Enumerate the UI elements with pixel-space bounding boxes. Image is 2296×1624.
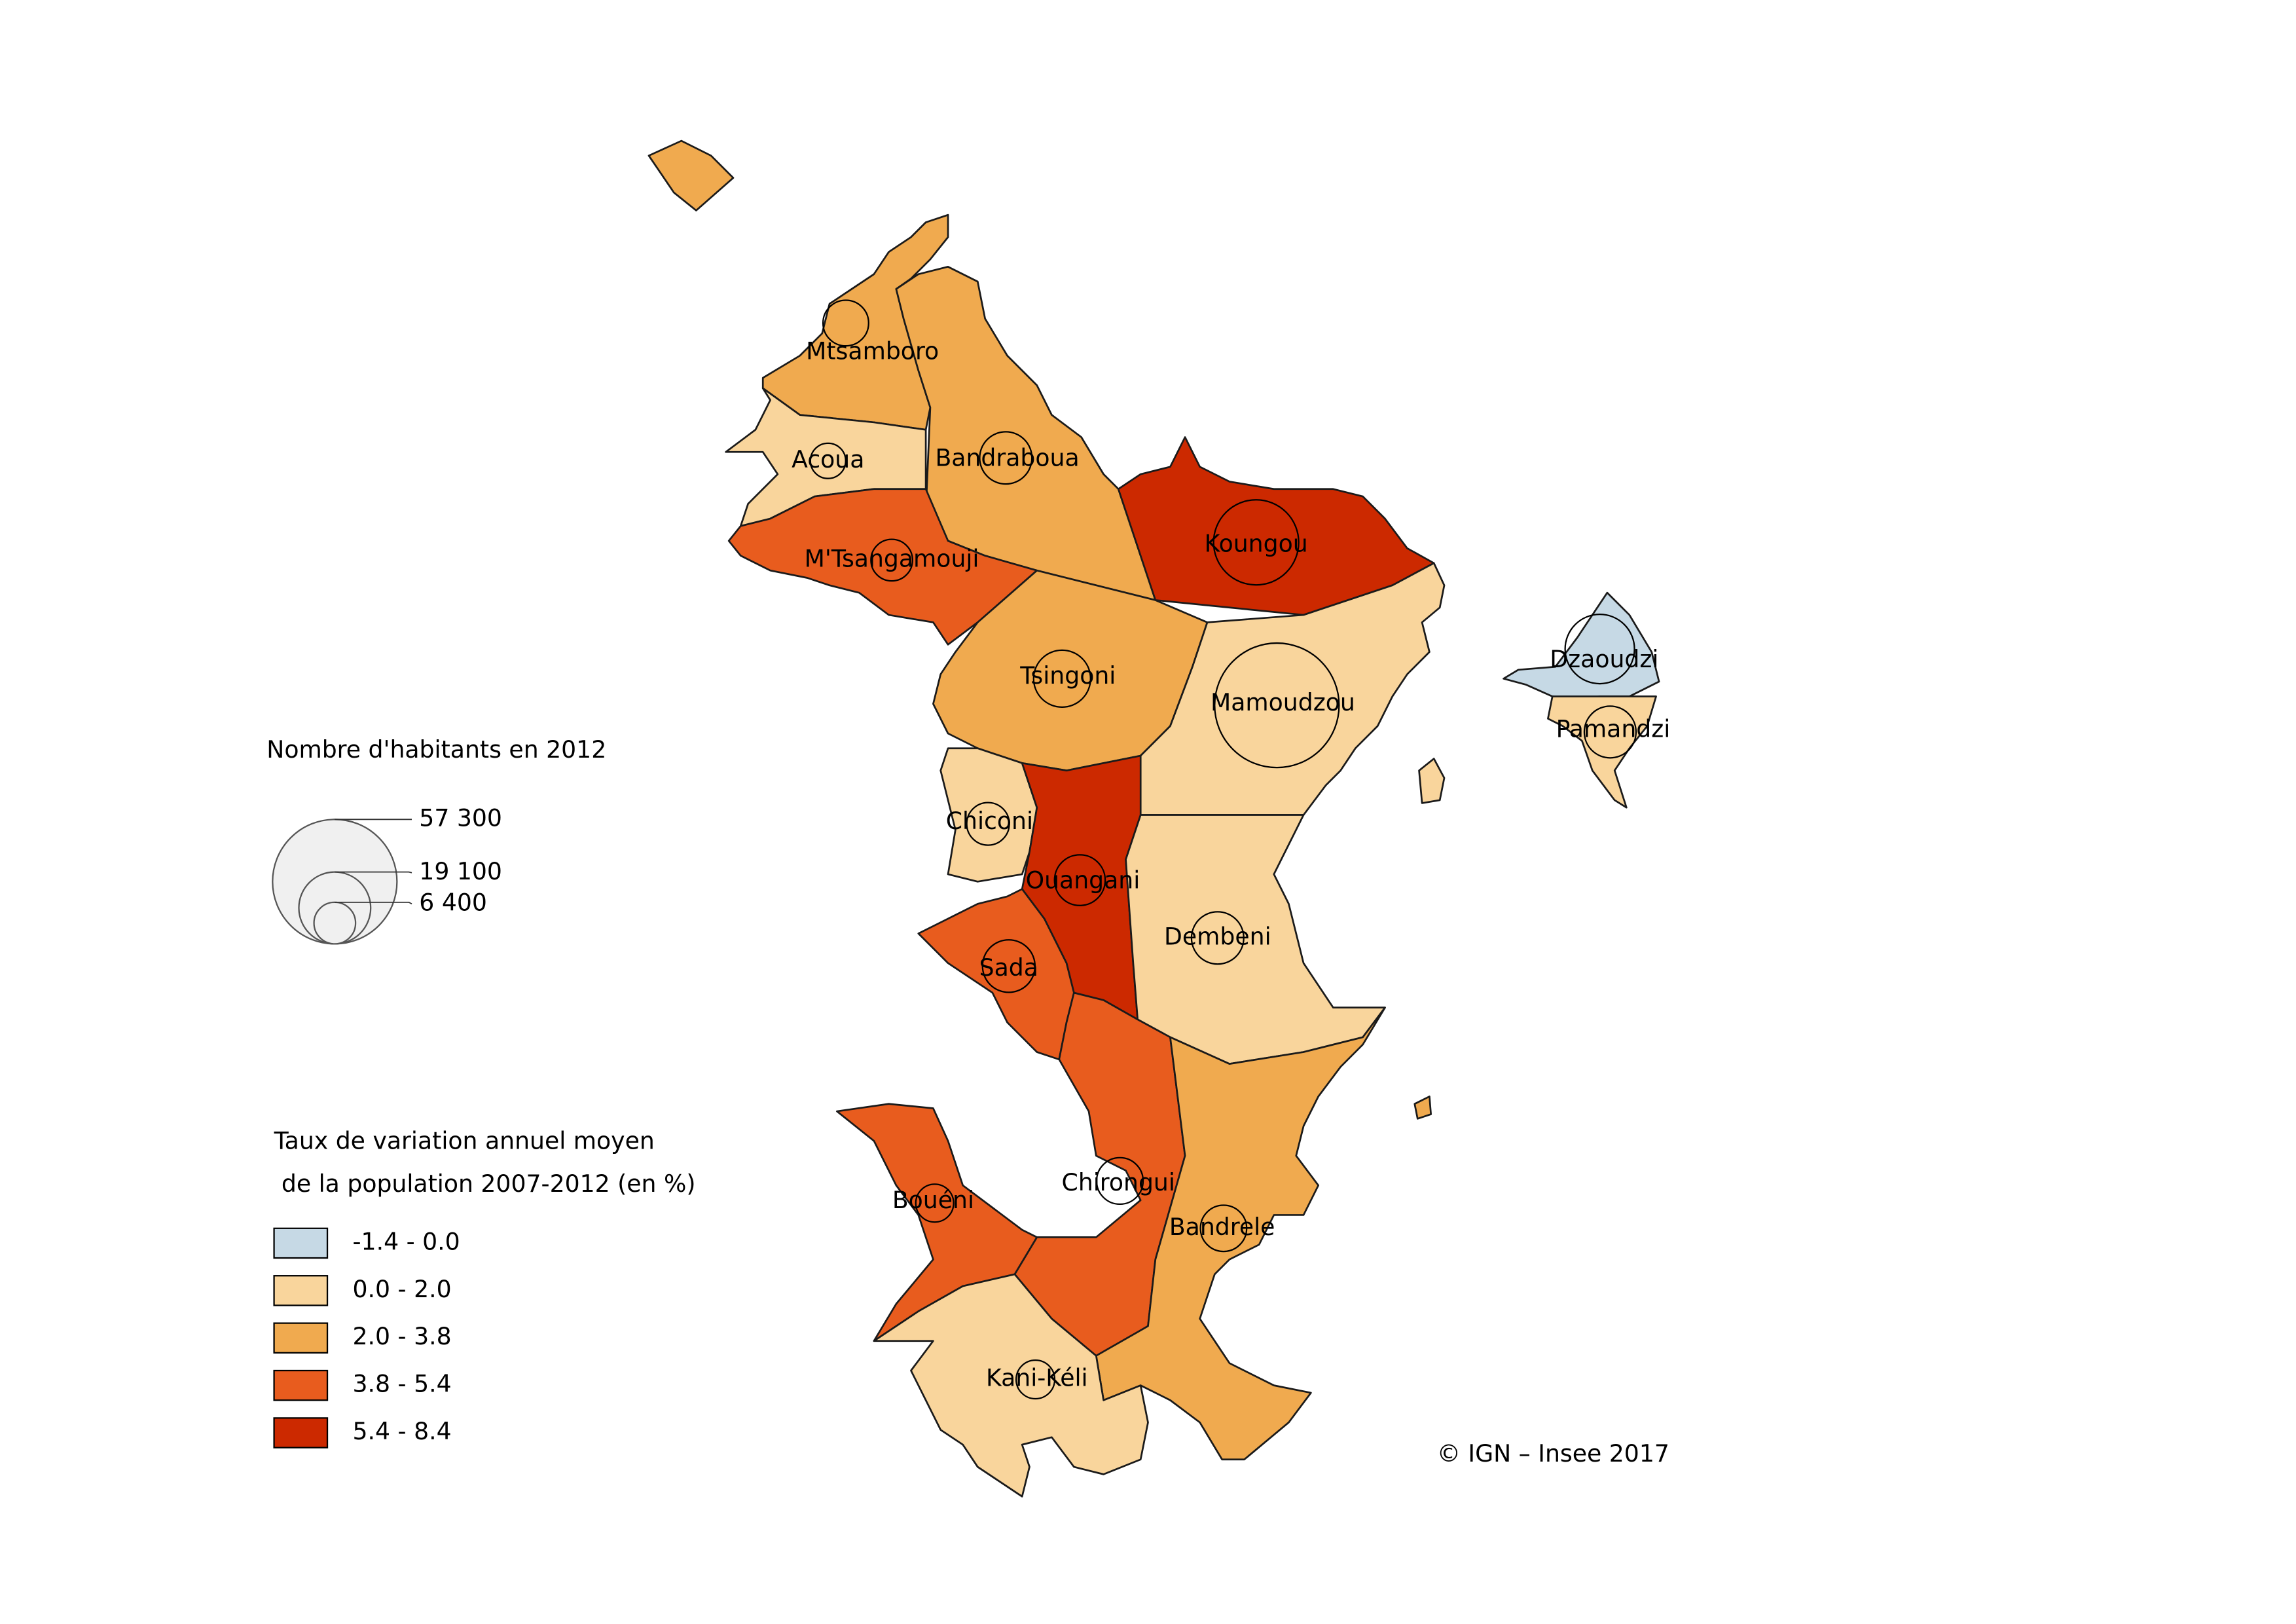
size-legend-label: 6 400	[419, 888, 487, 916]
population-circle	[1095, 1156, 1144, 1206]
commune-label: Tsingoni	[1019, 661, 1116, 690]
commune	[1547, 695, 1657, 809]
islet	[647, 139, 735, 212]
legend-swatch	[273, 1322, 329, 1354]
commune-label: Kani-Kéli	[986, 1364, 1088, 1392]
population-circle	[1199, 1204, 1248, 1253]
legend-label: 5.4 - 8.4	[352, 1417, 451, 1445]
population-circle	[1212, 499, 1300, 586]
commune-label: Koungou	[1205, 530, 1308, 558]
legend-swatch	[273, 1227, 329, 1259]
commune-label: Ouangani	[1026, 866, 1140, 894]
legend-label: 3.8 - 5.4	[352, 1370, 451, 1398]
size-legend-leader	[335, 901, 412, 905]
commune-label: Dembeni	[1164, 922, 1271, 950]
commune	[1117, 436, 1435, 616]
commune	[727, 488, 1038, 646]
commune-label: Mamoudzou	[1211, 688, 1355, 716]
commune-label: Chirongui	[1062, 1168, 1175, 1196]
islet	[1413, 1096, 1432, 1120]
size-legend-label: 19 100	[419, 857, 502, 885]
commune-label: Sada	[979, 953, 1038, 982]
population-circle	[1053, 854, 1106, 906]
legend-swatch	[273, 1275, 329, 1306]
commune-label: M'Tsangamouji	[805, 544, 979, 572]
commune-label: Dzaoudzi	[1550, 645, 1658, 673]
commune-label: Mtsamboro	[806, 337, 939, 365]
commune-label: Bandraboua	[935, 444, 1079, 472]
size-legend-circle	[313, 901, 357, 945]
color-legend-title: Taux de variation annuel moyen	[274, 1127, 655, 1155]
islet	[1418, 758, 1446, 804]
population-circle	[1190, 911, 1245, 965]
legend-label: -1.4 - 0.0	[352, 1227, 460, 1255]
commune	[939, 747, 1038, 883]
population-circle	[979, 431, 1033, 485]
legend-label: 2.0 - 3.8	[352, 1322, 451, 1350]
population-circle	[1583, 705, 1637, 759]
commune-label: Bandrele	[1169, 1213, 1275, 1241]
source: © IGN – Insee 2017	[1437, 1439, 1669, 1467]
commune	[873, 1273, 1149, 1498]
population-circle	[1032, 649, 1091, 708]
color-legend-title: de la population 2007-2012 (en %)	[282, 1170, 696, 1198]
population-circle	[1015, 1359, 1056, 1400]
commune-label: Bouéni	[892, 1186, 974, 1214]
population-circle	[966, 802, 1010, 846]
legend-label: 0.0 - 2.0	[352, 1275, 451, 1303]
communes	[647, 139, 1660, 1498]
population-circle	[981, 939, 1036, 993]
population-circle	[1214, 642, 1340, 769]
legend-swatch	[273, 1417, 329, 1449]
color-legend: -1.4 - 0.0 0.0 - 2.0 2.0 - 3.8 3.8 - 5.4 5.4…	[273, 1227, 460, 1449]
size-legend-label: 57 300	[419, 803, 502, 832]
population-circle	[822, 299, 869, 347]
population-circle	[870, 538, 913, 582]
population-circles	[809, 299, 1637, 1400]
population-circle	[809, 442, 847, 479]
legend-swatch	[273, 1369, 329, 1401]
commune-labels: Mtsamboro Bandraboua Acoua M'Tsangamouji Kou…	[792, 337, 1670, 1392]
commune-label: Pamandzi	[1556, 715, 1671, 743]
population-circle	[1564, 614, 1635, 685]
size-legend-title: Nombre d'habitants en 2012	[266, 735, 606, 764]
commune	[917, 888, 1075, 1061]
size-legend: 57 300 19 100 6 400	[272, 803, 502, 945]
commune-label: Chiconi	[946, 807, 1033, 835]
size-legend-leader	[335, 871, 412, 874]
population-circle	[915, 1183, 955, 1223]
commune-label: Acoua	[792, 445, 864, 473]
